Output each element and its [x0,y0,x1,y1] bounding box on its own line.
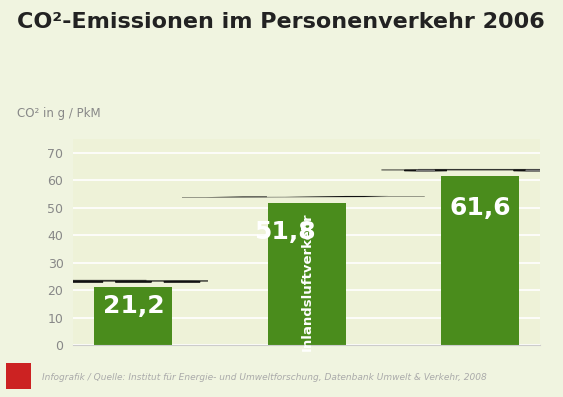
FancyBboxPatch shape [59,280,208,281]
Circle shape [513,170,556,171]
Bar [441,176,519,345]
Text: CO²-Emissionen im Personenverkehr 2006: CO²-Emissionen im Personenverkehr 2006 [17,12,544,32]
Circle shape [164,281,200,282]
Text: Infografik / Quelle: Institut für Energie- und Umweltforschung, Datenbank Umwelt: Infografik / Quelle: Institut für Energi… [42,373,487,382]
FancyBboxPatch shape [418,169,543,170]
Bar [268,203,346,345]
Text: 21,2: 21,2 [102,294,164,318]
Circle shape [404,170,447,171]
FancyBboxPatch shape [6,363,31,389]
Text: Inlandsluftverkehr: Inlandsluftverkehr [300,212,314,351]
FancyBboxPatch shape [60,280,146,281]
Bar [95,287,172,345]
Text: 51,8: 51,8 [254,220,316,244]
Text: 61,6: 61,6 [449,196,511,220]
Polygon shape [285,196,388,197]
Circle shape [115,281,151,282]
Circle shape [66,281,103,282]
Text: CO² in g / PkM: CO² in g / PkM [17,107,101,120]
